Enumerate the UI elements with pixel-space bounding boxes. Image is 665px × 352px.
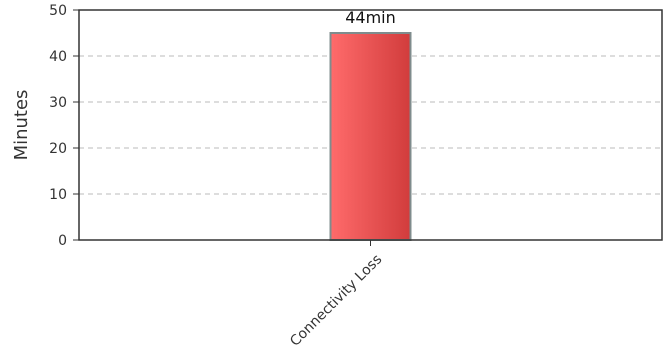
bar-data-label: 44min [345,8,396,27]
y-tick-label: 20 [49,141,67,157]
y-tick-label: 30 [49,95,67,111]
plot-area-frame [78,9,663,241]
y-axis-ticks: 0 10 20 30 40 50 [49,3,79,249]
bars: 44min [329,8,412,241]
y-tick-label: 10 [49,187,67,203]
y-tick-label: 50 [49,3,67,19]
y-tick-label: 0 [58,233,67,249]
bar[interactable] [329,32,412,241]
x-axis-ticks: Connectivity Loss [287,240,385,350]
y-axis-label: Minutes [11,90,32,161]
x-tick-label: Connectivity Loss [287,252,385,348]
y-tick-label: 40 [49,49,67,65]
